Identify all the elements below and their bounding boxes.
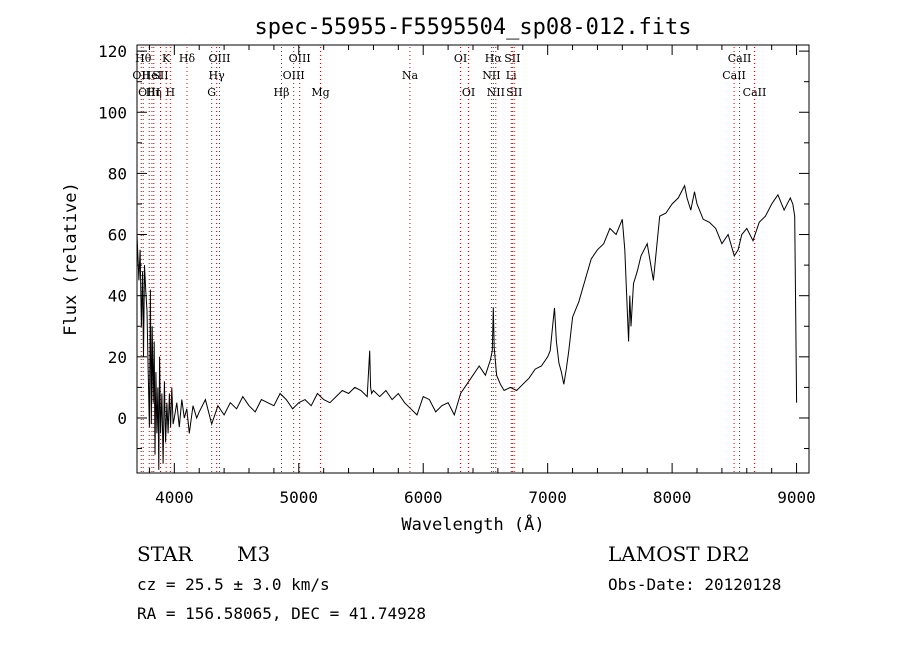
spectral-line-label: CaII <box>728 52 752 65</box>
spectral-line-label: Li <box>506 69 517 82</box>
x-tick-label: 9000 <box>777 488 816 507</box>
redshift-velocity: cz = 25.5 ± 3.0 km/s <box>137 575 330 594</box>
sky-coordinates: RA = 156.58065, DEC = 41.74928 <box>137 604 426 623</box>
spectral-line-label: OIII <box>283 69 305 82</box>
x-axis-label: Wavelength (Å) <box>401 513 544 535</box>
spectral-line-label: G <box>207 86 216 99</box>
y-tick-label: 80 <box>108 164 127 183</box>
spectral-line-markers: HθOIIOIIIHeIHηSIIKHHδGHγOIIIHβOIIIOIIIMg… <box>132 47 766 473</box>
x-tick-label: 5000 <box>280 488 319 507</box>
spectral-line-label: OI <box>462 86 475 99</box>
spectral-line-label: OI <box>454 52 467 65</box>
spectral-line-label: CaII <box>743 86 767 99</box>
spectral-line-label: NII <box>487 86 505 99</box>
spectral-line-label: SII <box>152 69 168 82</box>
x-tick-label: 6000 <box>404 488 443 507</box>
x-tick-label: 8000 <box>653 488 692 507</box>
x-tick-label: 4000 <box>155 488 194 507</box>
spectral-line-label: OIII <box>138 86 160 99</box>
y-tick-label: 120 <box>98 42 127 61</box>
axis-ticks: 4000 5000 6000 7000 8000 9000 0 20 40 60 80 100 120 <box>98 42 816 507</box>
spectral-line-label: Hθ <box>135 52 152 65</box>
spectral-line-label: Hβ <box>274 86 290 99</box>
spectral-line-label: OIII <box>289 52 311 65</box>
spectral-line-label: Hδ <box>179 52 196 65</box>
spectral-line-label: H <box>166 86 176 99</box>
spectral-line-label: Na <box>402 69 419 82</box>
spectral-line-label: OIII <box>208 52 230 65</box>
spectral-line-label: K <box>162 52 171 65</box>
observation-date: Obs-Date: 20120128 <box>608 575 782 594</box>
x-tick-label: 7000 <box>528 488 567 507</box>
spectral-line-label: HeI <box>142 69 162 82</box>
spectral-line-label: Hη <box>146 86 162 99</box>
survey-name: LAMOST DR2 <box>608 542 750 566</box>
spectrum-series-line <box>136 184 798 470</box>
spectral-line-label: CaII <box>722 69 746 82</box>
spectral-line-label: Hγ <box>209 69 226 82</box>
y-tick-label: 20 <box>108 348 127 367</box>
y-tick-label: 40 <box>108 287 127 306</box>
object-type: STAR <box>137 542 193 566</box>
object-subclass: M3 <box>237 542 271 566</box>
y-tick-label: 60 <box>108 226 127 245</box>
spectral-line-label: SII <box>504 52 520 65</box>
y-tick-label: 100 <box>98 103 127 122</box>
chart-title: spec-55955-F5595504_sp08-012.fits <box>254 15 691 40</box>
spectral-line-label: Hα <box>485 52 503 65</box>
y-axis-label: Flux (relative) <box>61 182 81 336</box>
spectral-line-label: NII <box>482 69 500 82</box>
spectral-line-label: Mg <box>311 86 329 99</box>
plot-frame <box>136 44 810 474</box>
y-tick-label: 0 <box>117 409 127 428</box>
spectral-line-label: SII <box>506 86 522 99</box>
